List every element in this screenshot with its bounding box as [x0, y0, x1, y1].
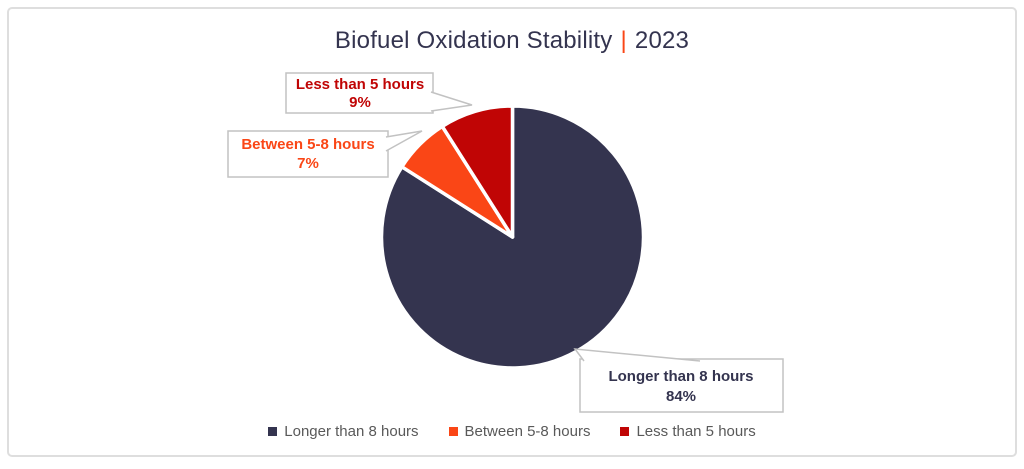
legend-label-between-5-8-hours: Between 5-8 hours — [464, 423, 591, 440]
legend-swatch-between-5-8-hours — [448, 427, 458, 436]
pie-slices — [379, 104, 646, 370]
pie-slice-less-than-5-hours[interactable] — [440, 104, 515, 239]
chart-title-divider: | — [620, 27, 627, 54]
chart-legend: Longer than 8 hours Between 5-8 hours Le… — [0, 423, 1024, 440]
legend-label-less-than-5-hours: Less than 5 hours — [636, 423, 756, 440]
chart-title-text: Biofuel Oxidation Stability — [334, 27, 613, 54]
legend-label-longer-than-8-hours: Longer than 8 hours — [284, 423, 419, 440]
chart-title: Biofuel Oxidation Stability | 2023 — [0, 26, 1024, 56]
legend-item-less-than-5-hours[interactable]: Less than 5 hours — [620, 423, 756, 440]
legend-item-between-5-8-hours[interactable]: Between 5-8 hours — [448, 423, 591, 440]
chart-title-year: 2023 — [634, 27, 690, 54]
legend-swatch-less-than-5-hours — [620, 427, 630, 436]
legend-item-longer-than-8-hours[interactable]: Longer than 8 hours — [268, 423, 419, 440]
legend-swatch-longer-than-8-hours — [268, 427, 278, 436]
